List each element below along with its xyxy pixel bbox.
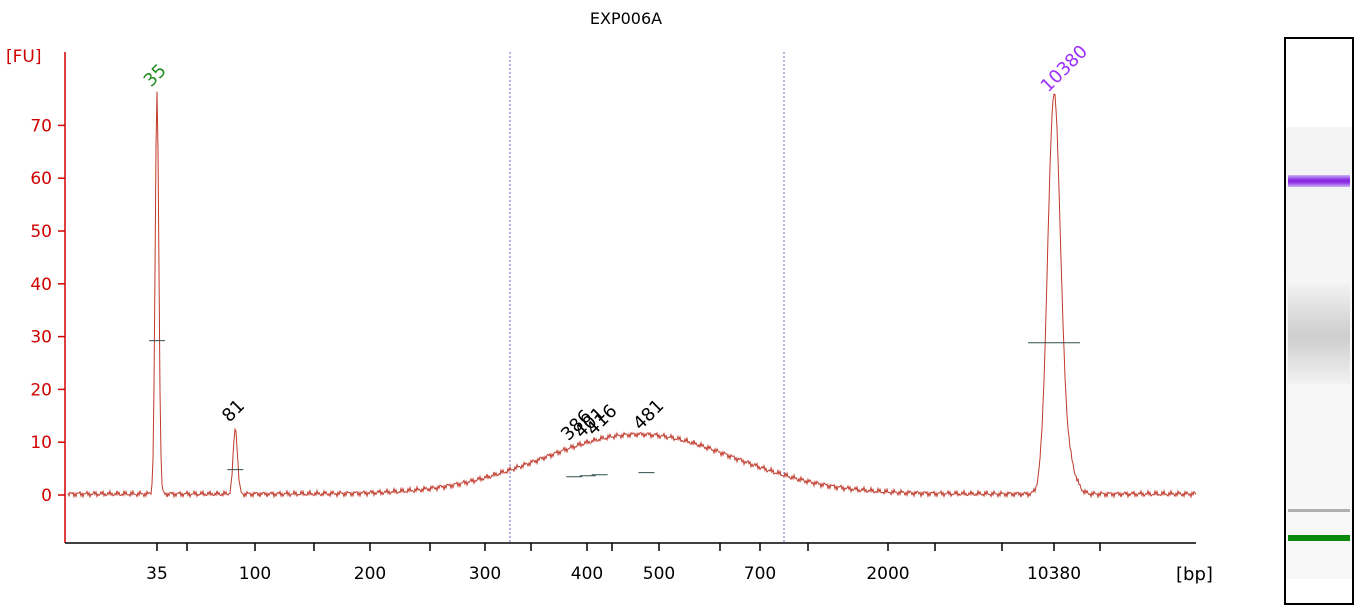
y-tick-label: 30 bbox=[30, 328, 52, 348]
peak-marks bbox=[149, 340, 1080, 478]
y-tick-label: 20 bbox=[30, 380, 52, 400]
gel-lane bbox=[1284, 37, 1354, 605]
x-tick-label: 10380 bbox=[1027, 564, 1081, 584]
peak-label: 35 bbox=[140, 60, 171, 91]
peak-label: 481 bbox=[629, 395, 668, 434]
x-tick-label: 100 bbox=[239, 564, 271, 584]
gel-band-lower-marker bbox=[1288, 535, 1350, 541]
axes: 0 10 20 30 40 50 60 70 35 100 200 300 400 500 700 2000 1… bbox=[30, 52, 1196, 584]
trace-line bbox=[67, 91, 1197, 499]
y-tick-label: 40 bbox=[30, 275, 52, 295]
x-tick-label: 500 bbox=[643, 564, 675, 584]
x-axis-label: [bp] bbox=[1176, 564, 1213, 585]
trace-group bbox=[67, 91, 1197, 499]
region-markers bbox=[509, 52, 785, 543]
peak-label: 81 bbox=[218, 395, 249, 426]
chart-title: EXP006A bbox=[590, 9, 662, 28]
peak-label: 10380 bbox=[1037, 41, 1092, 96]
x-tick-label: 700 bbox=[744, 564, 776, 584]
x-tick-label: 400 bbox=[571, 564, 603, 584]
y-axis-label: [FU] bbox=[6, 47, 42, 67]
y-tick-label: 0 bbox=[41, 486, 52, 506]
electropherogram-chart: EXP006A [FU] [bp] 0 10 20 30 40 50 60 70 35 100 20… bbox=[6, 9, 1213, 585]
y-tick-label: 70 bbox=[30, 116, 52, 136]
gel-band-upper-marker bbox=[1288, 175, 1350, 187]
y-tick-label: 10 bbox=[30, 433, 52, 453]
y-tick-label: 50 bbox=[30, 222, 52, 242]
x-tick-label: 35 bbox=[146, 564, 168, 584]
gel-band-smear bbox=[1288, 284, 1350, 384]
gel-band-faint bbox=[1288, 509, 1350, 512]
x-tick-label: 300 bbox=[469, 564, 501, 584]
x-tick-label: 2000 bbox=[866, 564, 909, 584]
y-tick-label: 60 bbox=[30, 169, 52, 189]
x-tick-label: 200 bbox=[354, 564, 386, 584]
